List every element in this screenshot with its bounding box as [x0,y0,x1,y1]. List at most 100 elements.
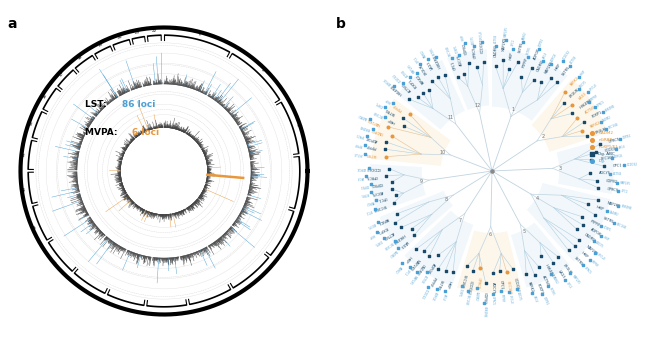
Text: PTPRF: PTPRF [522,57,529,69]
Text: FOXP1: FOXP1 [454,43,460,53]
Text: SEC16B: SEC16B [616,222,627,230]
Text: ACTN3: ACTN3 [382,231,395,240]
Text: GPC1: GPC1 [613,163,622,168]
Point [559,101,569,106]
Text: CADM2: CADM2 [371,127,384,135]
Text: 86 loci: 86 loci [122,100,155,109]
Text: HHIP: HHIP [579,69,586,77]
Text: GPRC5: GPRC5 [606,187,619,193]
Text: CADM2: CADM2 [598,131,613,134]
Text: HHIP: HHIP [580,251,589,259]
Text: MAP2K5: MAP2K5 [407,62,417,73]
Text: LRGUK: LRGUK [419,62,428,75]
Point [433,252,443,258]
Point [546,272,556,277]
Text: FOXP1: FOXP1 [375,100,384,108]
Text: CCDC62: CCDC62 [605,146,620,153]
Point [592,185,603,190]
Point [574,75,584,80]
Text: 8: 8 [165,310,169,314]
Point [574,87,584,92]
Point [560,90,570,95]
Point [463,289,474,294]
Point [472,286,482,291]
Point [469,44,480,49]
Text: SEC16B: SEC16B [459,274,466,289]
Point [504,66,514,72]
Text: HHIP: HHIP [596,205,605,212]
Text: ACTN3: ACTN3 [401,81,413,92]
Text: COPB2: COPB2 [359,183,369,188]
Text: FOXP1: FOXP1 [536,282,544,294]
Text: CADM2: CADM2 [474,290,479,301]
Text: LRGUK: LRGUK [479,30,484,39]
Polygon shape [370,164,426,212]
Point [553,254,564,260]
Point [467,268,478,274]
Text: 6 loci: 6 loci [132,128,159,137]
Text: LAG3: LAG3 [557,269,565,279]
Point [386,180,397,185]
Polygon shape [398,60,465,130]
Point [577,128,587,133]
Text: GPC1: GPC1 [511,39,516,47]
Text: ACTN3: ACTN3 [569,55,578,65]
Text: GPC1: GPC1 [365,208,373,214]
Text: CCDC62: CCDC62 [365,166,380,170]
Point [496,288,506,294]
Text: SSTR5: SSTR5 [603,216,615,225]
Text: FOXP1/E1: FOXP1/E1 [598,145,618,149]
Text: CCDC62: CCDC62 [513,278,520,293]
Point [393,246,403,251]
Text: PTPRF: PTPRF [427,276,436,287]
Point [526,66,537,71]
Text: SSTR5: SSTR5 [429,45,437,55]
Text: 12: 12 [31,222,37,229]
Point [488,291,499,296]
Text: LAG3: LAG3 [578,92,588,101]
Point [380,154,391,159]
Point [512,287,522,292]
Point [398,115,408,121]
Text: CADM2: CADM2 [609,210,619,217]
Text: MAP2K5: MAP2K5 [407,274,417,285]
Point [422,56,433,62]
Point [529,272,540,278]
Point [390,238,400,243]
Text: LRGUK: LRGUK [562,263,573,275]
Point [359,142,370,148]
Text: PARK2: PARK2 [365,199,374,205]
Polygon shape [371,99,451,166]
Point [560,277,570,283]
Point [360,151,371,156]
Text: 14: 14 [22,151,26,157]
Text: 12: 12 [475,103,481,108]
Point [565,63,575,69]
Text: 17: 17 [58,71,65,78]
Point [567,110,577,116]
Point [508,46,518,52]
Text: ACTN3: ACTN3 [613,172,623,176]
Text: PARK2: PARK2 [393,264,402,273]
Point [366,190,377,195]
Point [371,197,381,202]
Point [479,301,489,306]
Point [518,39,528,44]
Text: ADPGK: ADPGK [533,48,541,61]
Point [607,155,617,161]
Text: H3K4ME: H3K4ME [391,232,405,244]
Text: MAP2K5: MAP2K5 [504,26,508,37]
Text: SSTR5: SSTR5 [360,191,369,197]
Text: GPC1: GPC1 [403,268,411,276]
Text: SSTR5: SSTR5 [561,65,571,76]
Point [462,263,472,268]
Text: 13: 13 [22,186,26,192]
Point [546,76,556,81]
Text: COPB2: COPB2 [541,295,548,306]
Text: ACTN3: ACTN3 [419,273,428,283]
Text: 5: 5 [286,235,291,239]
Point [361,134,372,139]
Point [464,60,474,66]
Text: H3K4ME: H3K4ME [604,104,616,113]
Point [579,119,590,124]
